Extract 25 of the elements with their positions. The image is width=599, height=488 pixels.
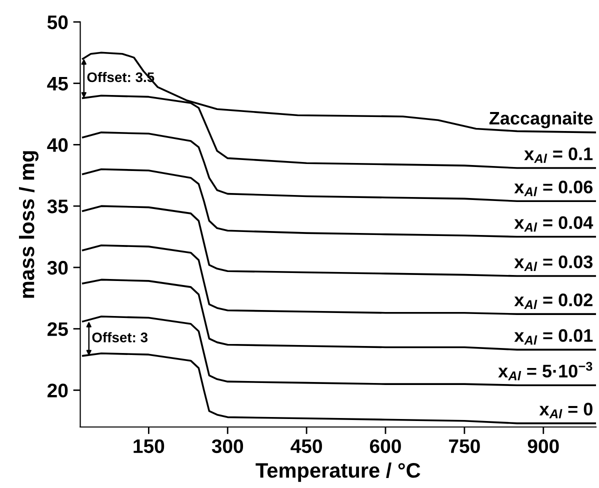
x-axis-title: Temperature / °C [256,462,420,482]
x-tick-label: 300 [212,439,244,454]
series-label: x$_{Al}$ = 0.02 [514,294,592,309]
x-tick-label: 750 [449,439,480,454]
y-tick-label: 50 [47,15,68,30]
series-label: x$_{Al}$ = 0.1 [524,147,593,163]
annotation: Offset: 3 [92,332,148,342]
y-tick-label: 30 [47,260,68,275]
y-tick-label: 40 [47,138,68,152]
series-label: Zaccagnaite [489,111,593,128]
y-tick-label: 35 [47,200,68,214]
series-label: x$_{Al}$ = 0 [539,402,592,418]
x-tick-label: 150 [134,439,164,454]
y-axis-title: mass loss / mg [18,151,38,298]
series-label: x$_{Al}$ = 0.06 [514,180,593,196]
series-label: x$_{Al}$ = 5·10$^{−3}$ [498,362,592,380]
series-label: x$_{Al}$ = 0.04 [514,216,594,232]
series-label: x$_{Al}$ = 0.01 [514,329,593,345]
series-label: x$_{Al}$ = 0.03 [514,255,593,271]
x-tick-label: 450 [290,439,322,454]
y-tick-label: 25 [48,322,68,336]
y-tick-label: 20 [48,384,68,398]
x-tick-label: 900 [528,439,559,454]
y-tick-label: 45 [47,77,68,91]
x-tick-label: 600 [370,439,401,454]
